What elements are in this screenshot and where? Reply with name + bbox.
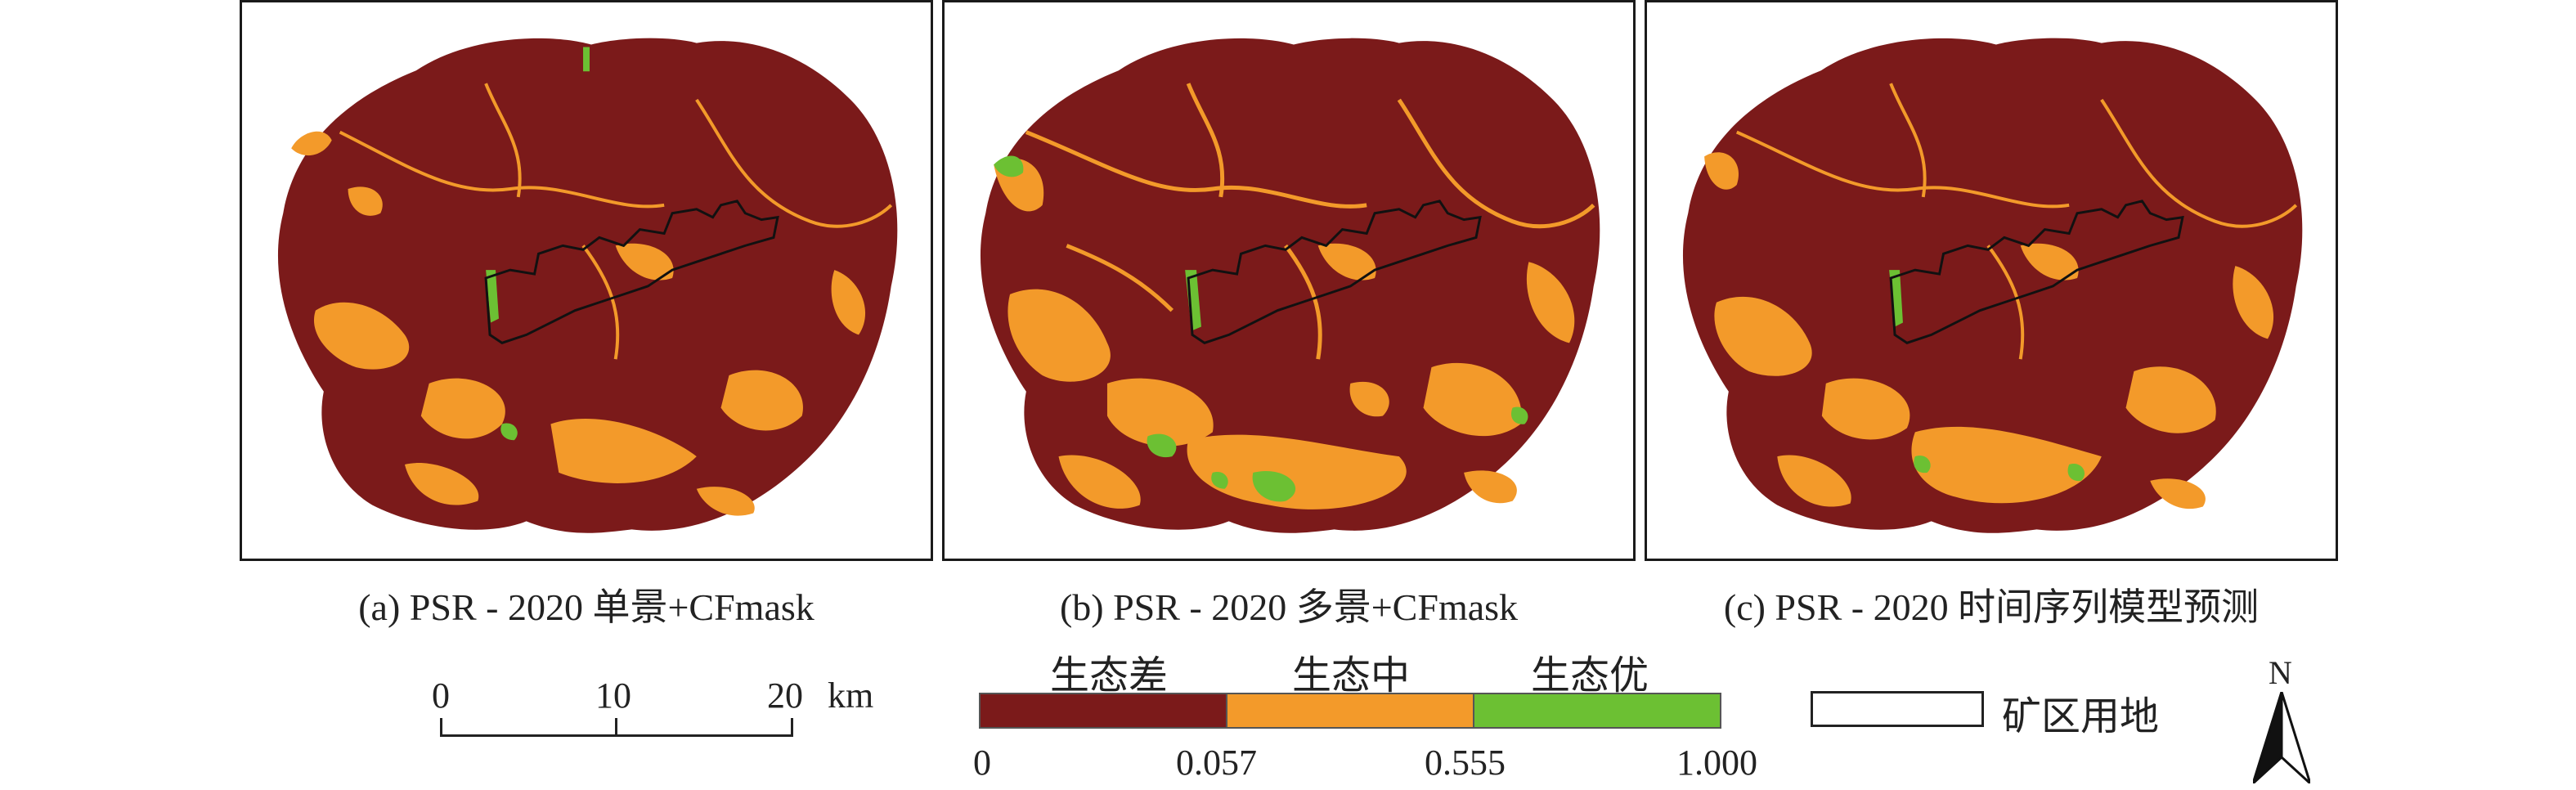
orange-patches-a bbox=[291, 131, 866, 516]
scale-unit: km bbox=[828, 676, 874, 716]
mine-area-swatch bbox=[1811, 691, 1984, 727]
scale-bar-tick-20 bbox=[791, 718, 793, 736]
caption-c: (c) PSR - 2020 时间序列模型预测 bbox=[1723, 586, 2260, 628]
legend-swatch-medium bbox=[1226, 693, 1474, 729]
legend-tick-1: 0.057 bbox=[1176, 743, 1257, 783]
rivers-b bbox=[1025, 83, 1595, 360]
north-label: N bbox=[2269, 654, 2292, 691]
orange-patches-c bbox=[1704, 152, 2274, 509]
mine-boundary-b bbox=[1187, 200, 1482, 344]
mine-boundary-a bbox=[484, 200, 779, 344]
caption-b: (b) PSR - 2020 多景+CFmask bbox=[1059, 586, 1519, 628]
mine-boundary-c bbox=[1889, 200, 2184, 344]
legend-swatch-poor bbox=[979, 693, 1227, 729]
map-panel-b bbox=[942, 0, 1636, 561]
scale-label-20: 20 bbox=[767, 676, 803, 716]
map-b-graphic bbox=[980, 38, 1600, 533]
legend-tick-0: 0 bbox=[973, 743, 991, 783]
legend-swatch-good bbox=[1473, 693, 1721, 729]
rivers-a bbox=[339, 83, 893, 360]
map-panel-a bbox=[240, 0, 933, 561]
map-panel-c bbox=[1645, 0, 2338, 561]
scale-bar-tick-0 bbox=[440, 718, 442, 736]
green-patches-c bbox=[1889, 270, 2085, 482]
rivers-c bbox=[1735, 83, 2298, 360]
legend-tick-3: 1.000 bbox=[1676, 743, 1757, 783]
orange-patches-b bbox=[994, 158, 1575, 509]
legend-class-poor: 生态差 bbox=[1050, 654, 1169, 698]
green-patches-a bbox=[486, 47, 590, 441]
map-c-graphic bbox=[1682, 38, 2303, 533]
legend-class-medium: 生态中 bbox=[1292, 654, 1411, 698]
mine-area-label: 矿区用地 bbox=[2002, 695, 2160, 738]
scale-label-10: 10 bbox=[595, 676, 631, 716]
caption-a: (a) PSR - 2020 单景+CFmask bbox=[358, 586, 815, 628]
legend-tick-2: 0.555 bbox=[1425, 743, 1506, 783]
scale-label-0: 0 bbox=[432, 676, 450, 716]
north-arrow-icon bbox=[2253, 692, 2310, 783]
map-a-graphic bbox=[277, 38, 898, 533]
scale-bar-tick-10 bbox=[615, 718, 617, 736]
legend-class-good: 生态优 bbox=[1531, 654, 1649, 698]
